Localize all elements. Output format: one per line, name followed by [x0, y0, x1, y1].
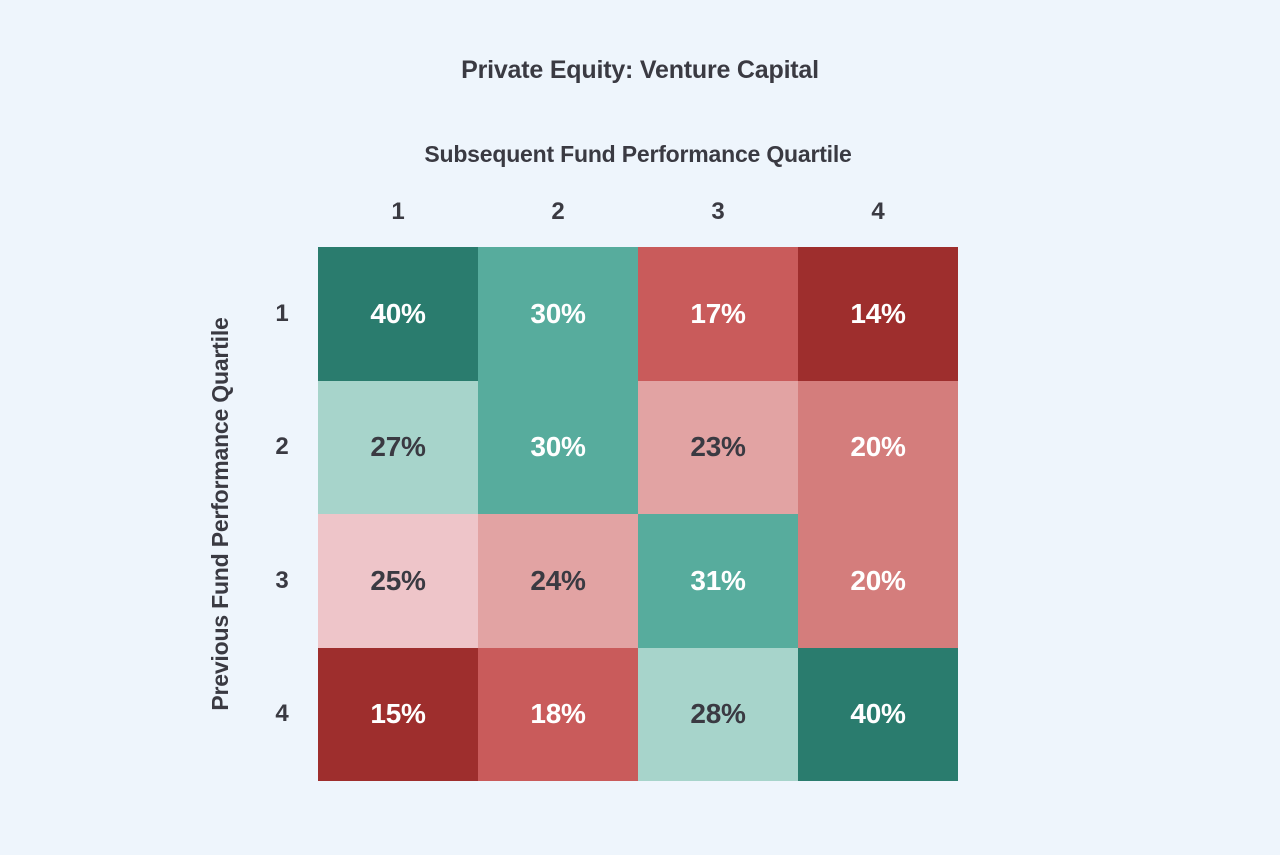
heatmap-cell-r2-c2: 30% — [478, 380, 638, 514]
heatmap-cell-r3-c4: 20% — [798, 514, 958, 648]
heatmap-cell-r2-c4: 20% — [798, 380, 958, 514]
heatmap-cell-r1-c3: 17% — [638, 247, 798, 381]
heatmap-cell-r2-c3: 23% — [638, 380, 798, 514]
chart-title: Private Equity: Venture Capital — [461, 56, 819, 84]
column-header-1: 1 — [391, 198, 405, 225]
row-label-4: 4 — [275, 700, 289, 728]
y-axis-title: Previous Fund Performance Quartile — [207, 317, 233, 711]
x-axis-title: Subsequent Fund Performance Quartile — [424, 141, 852, 167]
heatmap-cell-r4-c3: 28% — [638, 647, 798, 781]
column-header-4: 4 — [871, 198, 885, 225]
row-label-3: 3 — [275, 566, 289, 594]
heatmap-cell-r3-c2: 24% — [478, 514, 638, 648]
column-header-2: 2 — [551, 198, 565, 225]
heatmap-cell-r3-c3: 31% — [638, 514, 798, 648]
heatmap-cell-r2-c1: 27% — [318, 380, 478, 514]
heatmap-cell-r1-c2: 30% — [478, 247, 638, 381]
heatmap-cell-r1-c4: 14% — [798, 247, 958, 381]
row-label-2: 2 — [275, 433, 289, 461]
row-label-1: 1 — [275, 299, 289, 327]
column-headers: 1 2 3 4 — [318, 197, 958, 227]
heatmap-cell-r1-c1: 40% — [318, 247, 478, 381]
heatmap-grid: 40% 30% 17% 14% 27% 30% 23% 20% 25% 24% 31% 20% 15% 1… — [318, 247, 958, 781]
heatmap-cell-r4-c4: 40% — [798, 647, 958, 781]
column-header-3: 3 — [711, 198, 725, 225]
heatmap-cell-r4-c1: 15% — [318, 647, 478, 781]
heatmap-cell-r4-c2: 18% — [478, 647, 638, 781]
row-labels: 1 2 3 4 — [262, 247, 302, 781]
heatmap-cell-r3-c1: 25% — [318, 514, 478, 648]
